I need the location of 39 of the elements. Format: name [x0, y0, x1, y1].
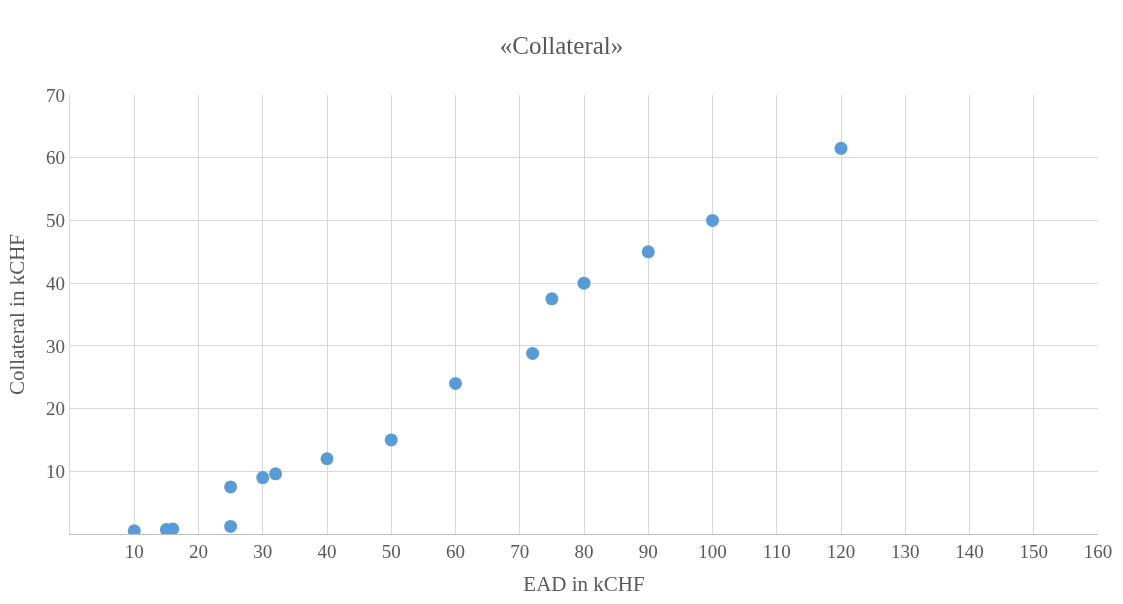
x-tick-label: 150 [1019, 540, 1048, 562]
x-tick-label: 10 [124, 540, 144, 562]
x-tick-label: 70 [510, 540, 530, 562]
x-tick-label: 140 [955, 540, 984, 562]
point [384, 433, 398, 447]
point [224, 480, 238, 494]
x-tick-label: 20 [189, 540, 208, 562]
point [577, 276, 591, 290]
point [449, 376, 462, 390]
x-tick-label: 50 [381, 540, 401, 562]
y-tick-label: 50 [46, 210, 66, 232]
point [269, 467, 283, 481]
point [641, 245, 655, 259]
x-tick-label: 40 [317, 540, 337, 562]
y-tick-label: 10 [46, 460, 66, 482]
x-tick-label: 110 [762, 540, 791, 562]
x-axis-title: EAD in kCHF [523, 572, 645, 597]
y-tick-label: 30 [46, 335, 66, 357]
y-tick-label: 20 [46, 398, 66, 420]
point [545, 292, 559, 306]
x-tick-label: 60 [446, 540, 465, 562]
y-axis-title: Collateral in kCHF [5, 234, 30, 395]
x-tick-label: 90 [638, 540, 658, 562]
x-tick-label: 130 [891, 540, 920, 562]
y-tick-label: 60 [46, 147, 66, 169]
point [706, 213, 719, 227]
x-tick-label: 100 [698, 540, 727, 562]
y-tick-label: 70 [46, 84, 66, 106]
y-tick-label: 40 [46, 272, 66, 294]
point [224, 519, 238, 533]
point [256, 471, 270, 485]
chart-title: «Collateral» [499, 31, 624, 59]
x-tick-label: 120 [826, 540, 856, 562]
point [834, 141, 848, 155]
point [526, 346, 540, 360]
x-tick-label: 30 [253, 540, 273, 562]
x-tick-label: 80 [574, 540, 594, 562]
x-tick-label: 160 [1083, 540, 1113, 562]
point [320, 452, 334, 466]
